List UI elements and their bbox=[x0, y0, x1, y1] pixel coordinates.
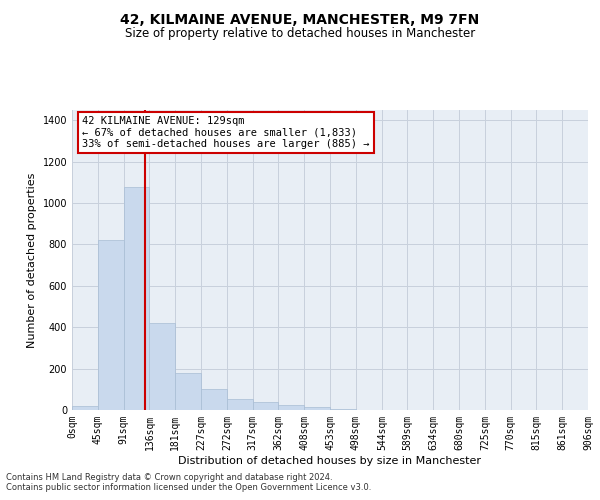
Bar bbox=[253, 402, 278, 410]
Bar bbox=[124, 186, 149, 410]
Bar bbox=[149, 323, 175, 410]
Bar bbox=[98, 240, 124, 410]
Bar bbox=[72, 406, 98, 410]
Y-axis label: Number of detached properties: Number of detached properties bbox=[27, 172, 37, 348]
Bar bbox=[304, 407, 330, 410]
X-axis label: Distribution of detached houses by size in Manchester: Distribution of detached houses by size … bbox=[179, 456, 482, 466]
Bar bbox=[330, 409, 356, 410]
Text: 42 KILMAINE AVENUE: 129sqm
← 67% of detached houses are smaller (1,833)
33% of s: 42 KILMAINE AVENUE: 129sqm ← 67% of deta… bbox=[82, 116, 370, 149]
Bar bbox=[278, 405, 304, 410]
Text: Contains public sector information licensed under the Open Government Licence v3: Contains public sector information licen… bbox=[6, 484, 371, 492]
Text: Size of property relative to detached houses in Manchester: Size of property relative to detached ho… bbox=[125, 28, 475, 40]
Text: Contains HM Land Registry data © Crown copyright and database right 2024.: Contains HM Land Registry data © Crown c… bbox=[6, 474, 332, 482]
Bar bbox=[201, 390, 227, 410]
Bar bbox=[227, 398, 253, 410]
Text: 42, KILMAINE AVENUE, MANCHESTER, M9 7FN: 42, KILMAINE AVENUE, MANCHESTER, M9 7FN bbox=[121, 12, 479, 26]
Bar bbox=[175, 373, 201, 410]
